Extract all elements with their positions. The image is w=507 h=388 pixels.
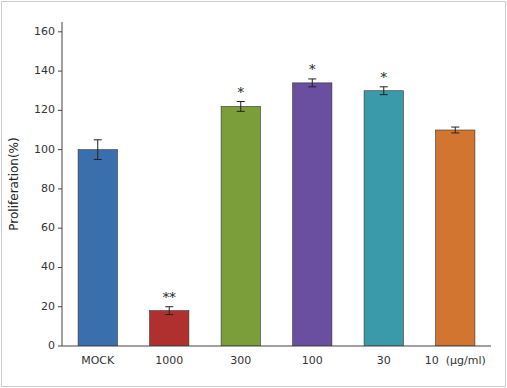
- chart-container: *****020406080100120140160MOCK1000300100…: [0, 0, 507, 388]
- y-tick-label: 80: [41, 182, 55, 195]
- bar: [221, 106, 260, 346]
- error-cap: [165, 306, 173, 307]
- error-stem: [240, 102, 241, 112]
- error-cap: [237, 101, 245, 102]
- background: [0, 0, 507, 388]
- figure-border: [2, 2, 506, 387]
- significance-label: *: [309, 62, 316, 77]
- x-tick-label: 30: [377, 354, 391, 367]
- x-tick-label: MOCK: [81, 354, 115, 367]
- y-tick-label: 120: [34, 103, 55, 116]
- error-cap: [94, 139, 102, 140]
- error-stem: [169, 307, 170, 315]
- error-cap: [165, 314, 173, 315]
- error-stem: [383, 87, 384, 95]
- error-stem: [97, 140, 98, 160]
- chart-svg: *****020406080100120140160MOCK1000300100…: [0, 0, 507, 388]
- y-tick-label: 140: [34, 64, 55, 77]
- error-cap: [451, 127, 459, 128]
- y-tick: [58, 71, 62, 72]
- error-cap: [380, 86, 388, 87]
- y-tick: [58, 267, 62, 268]
- error-cap: [94, 159, 102, 160]
- x-tick-label: 10 (μg/ml): [425, 354, 486, 367]
- y-tick: [58, 228, 62, 229]
- bar: [150, 311, 189, 346]
- error-bar: [380, 87, 388, 95]
- x-axis-line: [62, 346, 491, 347]
- y-tick-label: 160: [34, 25, 55, 38]
- error-cap: [308, 86, 316, 87]
- y-tick: [58, 110, 62, 111]
- error-cap: [308, 78, 316, 79]
- bar: [78, 150, 117, 346]
- y-tick: [58, 149, 62, 150]
- significance-label: **: [163, 290, 177, 305]
- bar: [364, 91, 403, 346]
- error-bar: [451, 127, 459, 133]
- plot-area: [78, 79, 475, 346]
- bar: [293, 83, 332, 346]
- error-bar: [94, 140, 102, 160]
- error-bar: [308, 79, 316, 87]
- error-bar: [237, 102, 245, 112]
- error-cap: [451, 132, 459, 133]
- y-tick-label: 40: [41, 260, 55, 273]
- y-tick: [58, 188, 62, 189]
- y-tick-label: 20: [41, 300, 55, 313]
- y-axis-label: Proliferation(%): [7, 137, 21, 230]
- significance-label: *: [238, 85, 245, 100]
- error-stem: [312, 79, 313, 87]
- error-stem: [455, 127, 456, 133]
- error-cap: [237, 111, 245, 112]
- y-tick: [58, 31, 62, 32]
- x-tick-label: 1000: [155, 354, 183, 367]
- x-tick-label: 100: [302, 354, 323, 367]
- y-tick: [58, 306, 62, 307]
- bar: [436, 130, 475, 346]
- significance-label: *: [381, 70, 388, 85]
- y-tick: [58, 346, 62, 347]
- y-tick-label: 100: [34, 143, 55, 156]
- y-tick-label: 60: [41, 221, 55, 234]
- error-bar: [165, 307, 173, 315]
- x-tick-label: 300: [230, 354, 251, 367]
- y-tick-label: 0: [48, 339, 55, 352]
- error-cap: [380, 94, 388, 95]
